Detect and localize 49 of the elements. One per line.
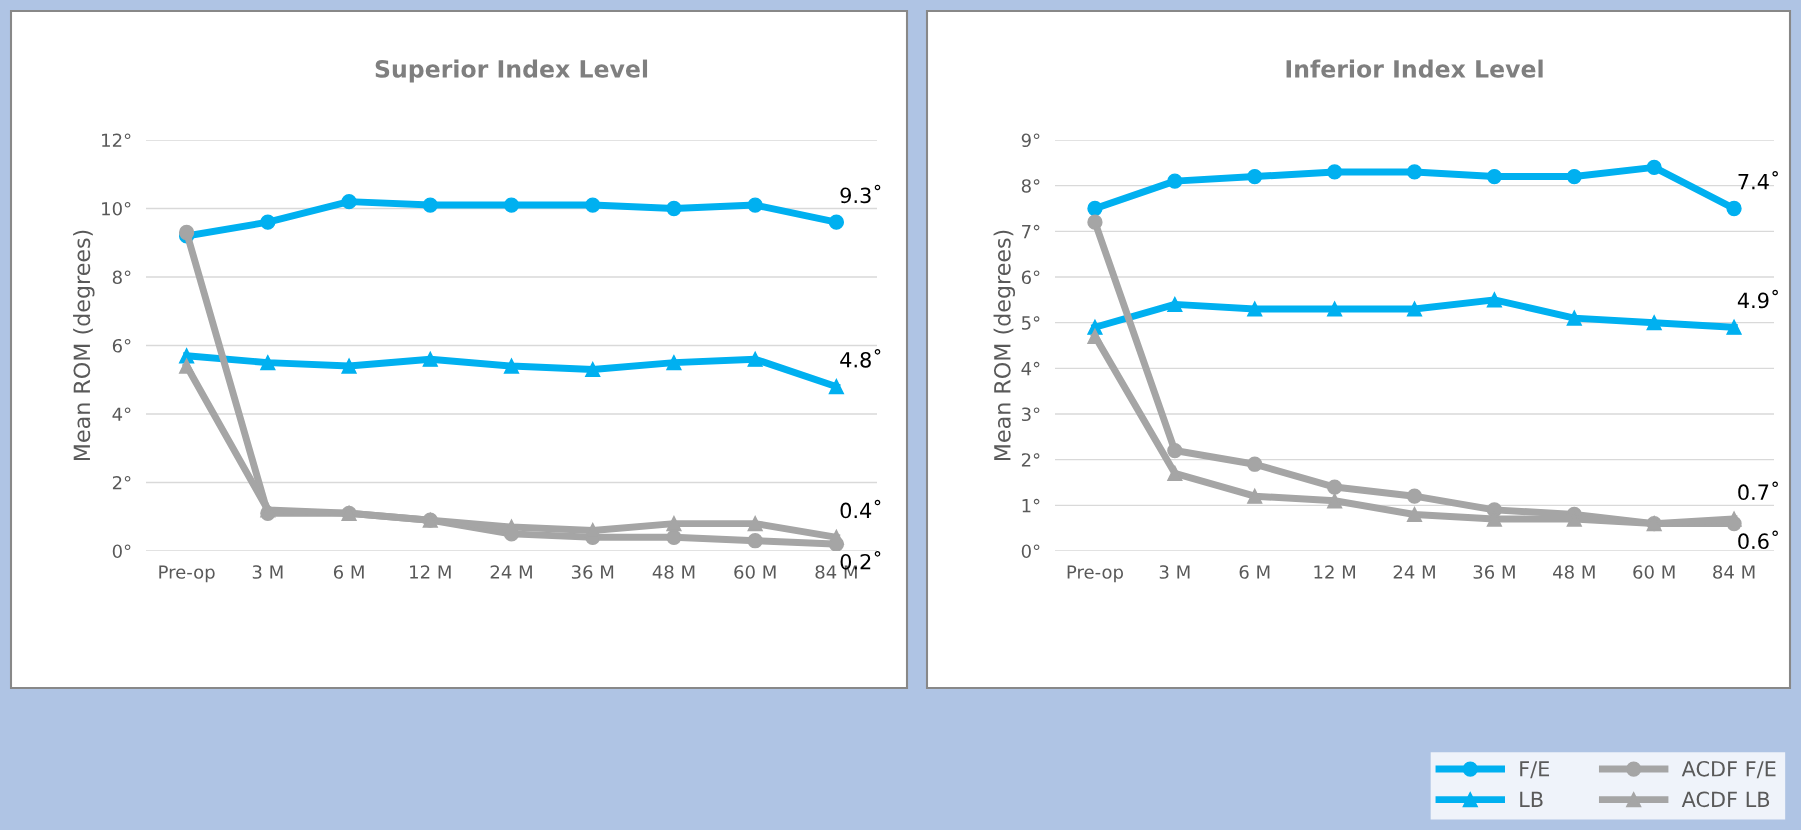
x-tick-label: Pre-op bbox=[159, 565, 215, 583]
x-tick-label: 60 M bbox=[1633, 565, 1675, 579]
x-tick-label: 6 M bbox=[1239, 565, 1270, 579]
y-tick-label: 8° bbox=[112, 270, 131, 285]
x-tick-label: 12 M bbox=[410, 565, 451, 579]
y-tick-label: 1° bbox=[1022, 498, 1040, 513]
y-tick-label: 8° bbox=[1021, 179, 1040, 193]
legend-label: ACDF LB bbox=[1681, 791, 1770, 808]
x-tick-label: 24 M bbox=[490, 565, 532, 579]
chart-title: Inferior Index Level bbox=[1286, 59, 1543, 78]
legend-label: F/E bbox=[1520, 761, 1550, 779]
y-tick-label: 2° bbox=[1021, 453, 1040, 467]
y-tick-label: 10° bbox=[102, 201, 131, 216]
x-tick-label: 6 M bbox=[333, 565, 364, 579]
x-tick-label: Pre-op bbox=[1067, 565, 1123, 583]
x-tick-label: 36 M bbox=[1473, 565, 1515, 579]
annotation: 7.4˚ bbox=[1738, 170, 1778, 190]
y-tick-label: 4° bbox=[112, 407, 131, 421]
x-tick-label: 48 M bbox=[1553, 565, 1595, 579]
annotation: 0.7˚ bbox=[1738, 481, 1778, 501]
x-tick-label: 12 M bbox=[1314, 565, 1355, 579]
y-axis-title: Mean ROM (degrees) bbox=[993, 230, 1016, 461]
y-tick-label: 9° bbox=[1021, 133, 1040, 148]
chart-title: Superior Index Level bbox=[375, 59, 648, 83]
legend-label: LB bbox=[1520, 791, 1543, 807]
y-tick-label: 6° bbox=[112, 338, 131, 353]
y-tick-label: 0° bbox=[1021, 544, 1040, 559]
y-tick-label: 0° bbox=[112, 544, 131, 559]
y-axis-title: Mean ROM (degrees) bbox=[73, 230, 95, 461]
annotation: 4.9˚ bbox=[1737, 289, 1778, 309]
annotation: 0.6˚ bbox=[1738, 530, 1778, 550]
x-tick-label: 36 M bbox=[571, 565, 614, 579]
y-tick-label: 4° bbox=[1021, 361, 1040, 376]
annotation: 4.8˚ bbox=[840, 349, 881, 368]
x-tick-label: 84 M bbox=[1713, 565, 1755, 579]
x-tick-label: 24 M bbox=[1393, 565, 1435, 579]
legend-label: ACDF F/E bbox=[1681, 760, 1776, 779]
y-tick-label: 12° bbox=[102, 133, 131, 147]
annotation: 9.3˚ bbox=[840, 184, 881, 204]
y-tick-label: 2° bbox=[112, 475, 131, 490]
x-tick-label: 60 M bbox=[734, 565, 776, 579]
y-tick-label: 6° bbox=[1021, 270, 1040, 285]
x-tick-label: 48 M bbox=[652, 565, 695, 579]
y-tick-label: 5° bbox=[1021, 316, 1040, 330]
x-tick-label: 3 M bbox=[252, 565, 283, 579]
annotation: 0.4˚ bbox=[840, 499, 881, 519]
y-tick-label: 3° bbox=[1021, 407, 1040, 422]
y-tick-label: 7° bbox=[1022, 224, 1040, 239]
x-tick-label: 3 M bbox=[1159, 565, 1190, 579]
